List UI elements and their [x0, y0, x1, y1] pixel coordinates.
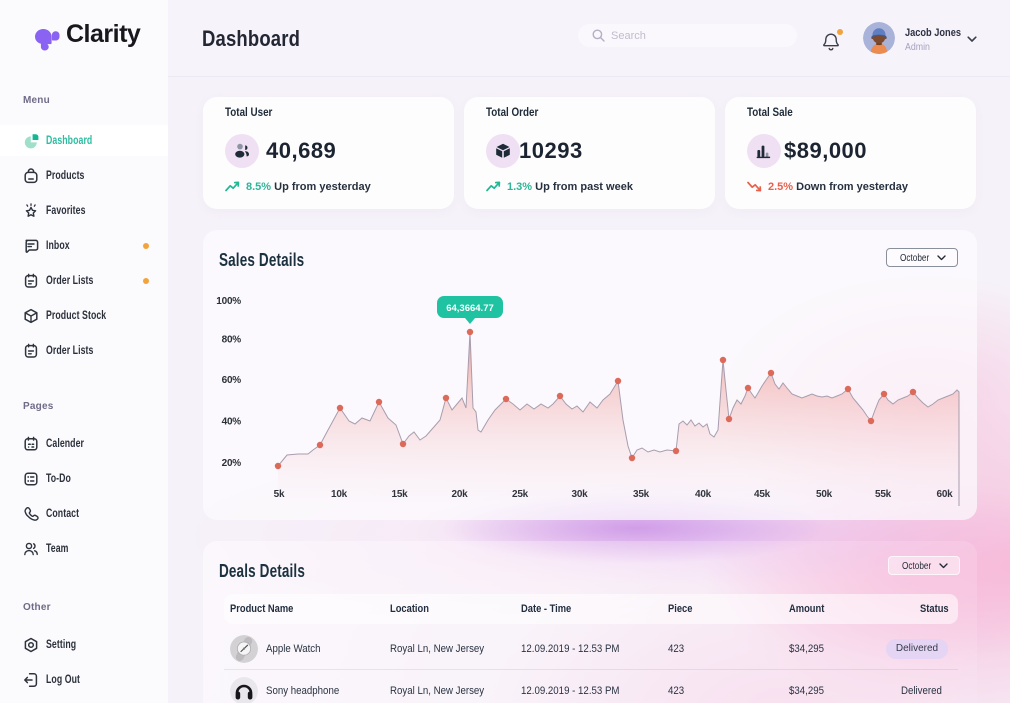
svg-text:40%: 40% [222, 417, 242, 428]
svg-text:60%: 60% [222, 375, 242, 386]
svg-text:64,3664.77: 64,3664.77 [446, 303, 494, 314]
svg-text:20%: 20% [222, 458, 242, 469]
svg-text:100%: 100% [216, 296, 241, 307]
svg-text:80%: 80% [222, 335, 242, 346]
